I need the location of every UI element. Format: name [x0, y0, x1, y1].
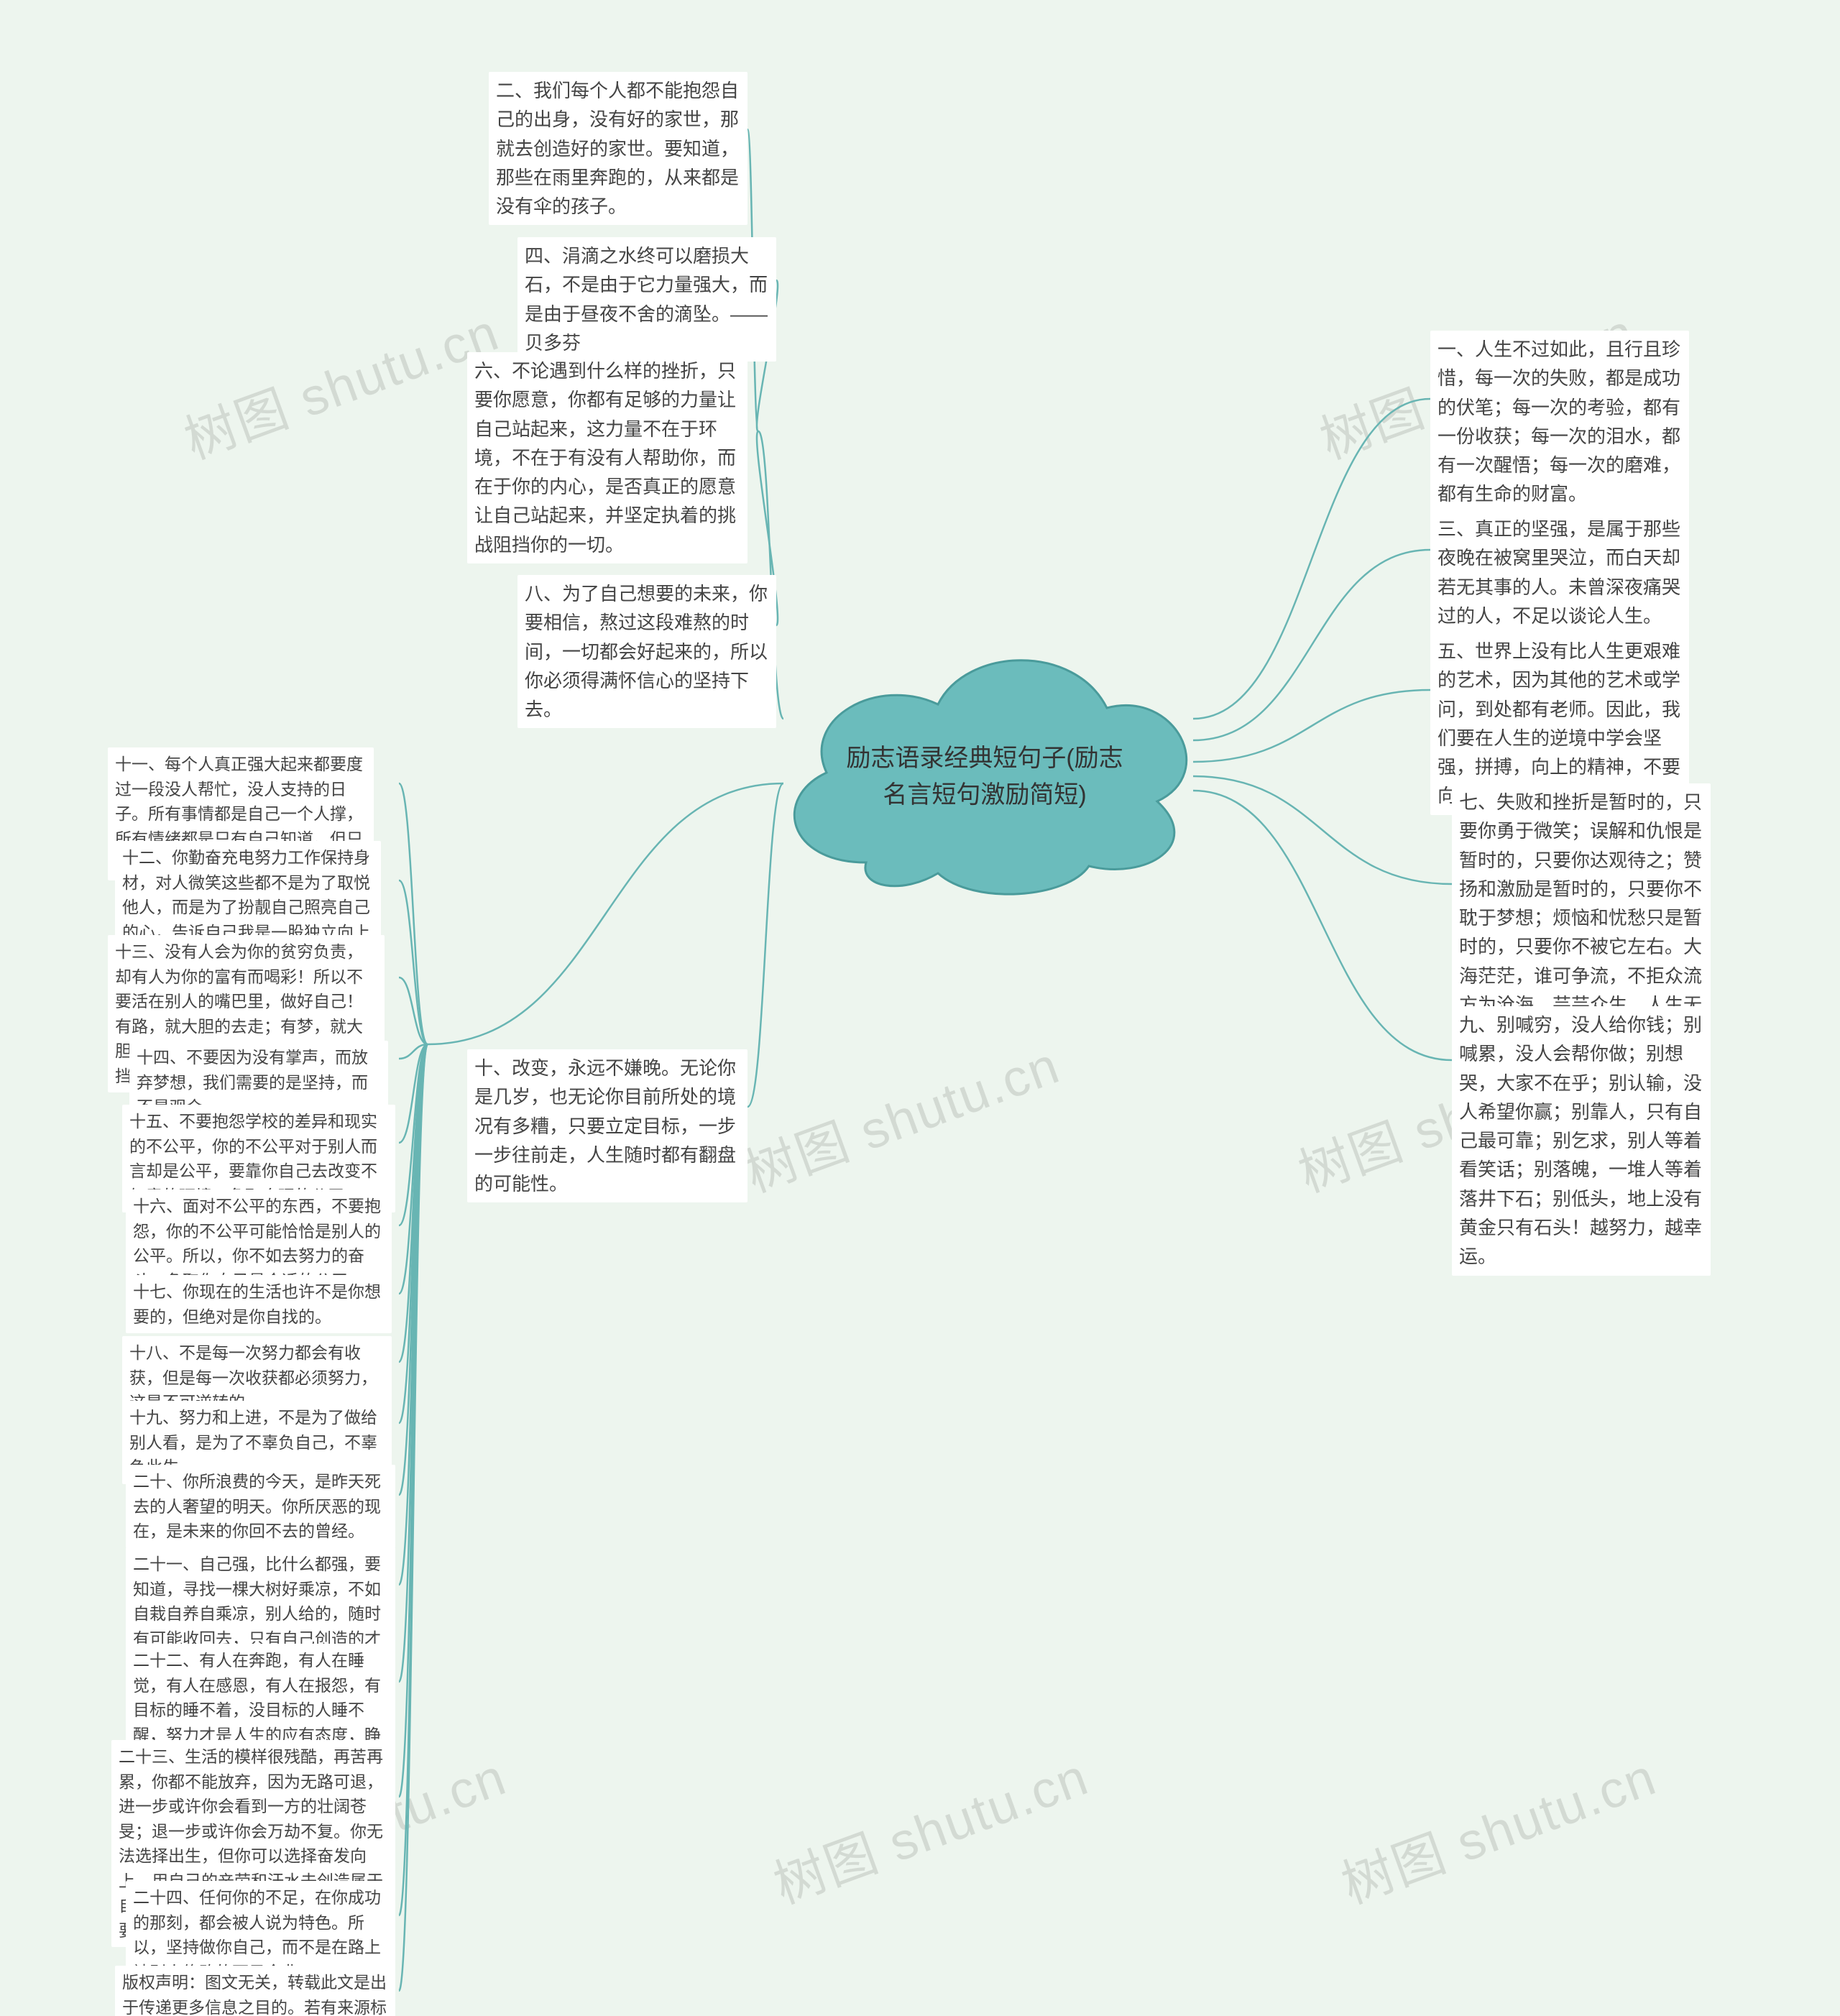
node-8: 八、为了自己想要的未来，你要相信，熬过这段难熬的时间，一切都会好起来的，所以你必… — [518, 575, 776, 728]
node-copyright: 版权声明：图文无关，转载此文是出于传递更多信息之目的。若有来源标注错误或侵犯了您… — [115, 1966, 395, 2016]
node-2: 二、我们每个人都不能抱怨自己的出身，没有好的家世，那就去创造好的家世。要知道，那… — [489, 72, 748, 225]
node-3: 三、真正的坚强，是属于那些夜晚在被窝里哭泣，而白天却若无其事的人。未曾深夜痛哭过… — [1430, 510, 1689, 635]
watermark: 树图 shutu.cn — [733, 1023, 1068, 1206]
watermark: 树图 shutu.cn — [172, 290, 507, 473]
node-20: 二十、你所浪费的今天，是昨天死去的人奢望的明天。你所厌恶的现在，是未来的你回不去… — [126, 1465, 395, 1548]
center-title-line1: 励志语录经典短句子(励志 — [846, 745, 1123, 772]
node-4: 四、涓滴之水终可以磨损大石，不是由于它力量强大，而是由于昼夜不舍的滴坠。——贝多… — [518, 237, 776, 362]
node-9: 九、别喊穷，没人给你钱；别喊累，没人会帮你做；别想哭，大家不在乎；别认输，没人希… — [1452, 1006, 1711, 1276]
center-title-line2: 名言短句激励简短) — [883, 781, 1086, 809]
node-17: 十七、你现在的生活也许不是你想要的，但绝对是你自找的。 — [126, 1275, 392, 1333]
watermark: 树图 shutu.cn — [1330, 1734, 1665, 1918]
center-title: 励志语录经典短句子(励志 名言短句激励简短) — [834, 740, 1136, 814]
node-1: 一、人生不过如此，且行且珍惜，每一次的失败，都是成功的伏笔；每一次的考验，都有一… — [1430, 331, 1689, 513]
watermark: 树图 shutu.cn — [762, 1734, 1097, 1918]
mindmap-canvas: 树图 shutu.cn 树图 shutu.cn 树图 shutu.cn 树图 s… — [0, 0, 1840, 2016]
node-6: 六、不论遇到什么样的挫折，只要你愿意，你都有足够的力量让自己站起来，这力量不在于… — [467, 352, 748, 563]
node-10: 十、改变，永远不嫌晚。无论你是几岁，也无论你目前所处的境况有多糟，只要立定目标，… — [467, 1049, 748, 1202]
